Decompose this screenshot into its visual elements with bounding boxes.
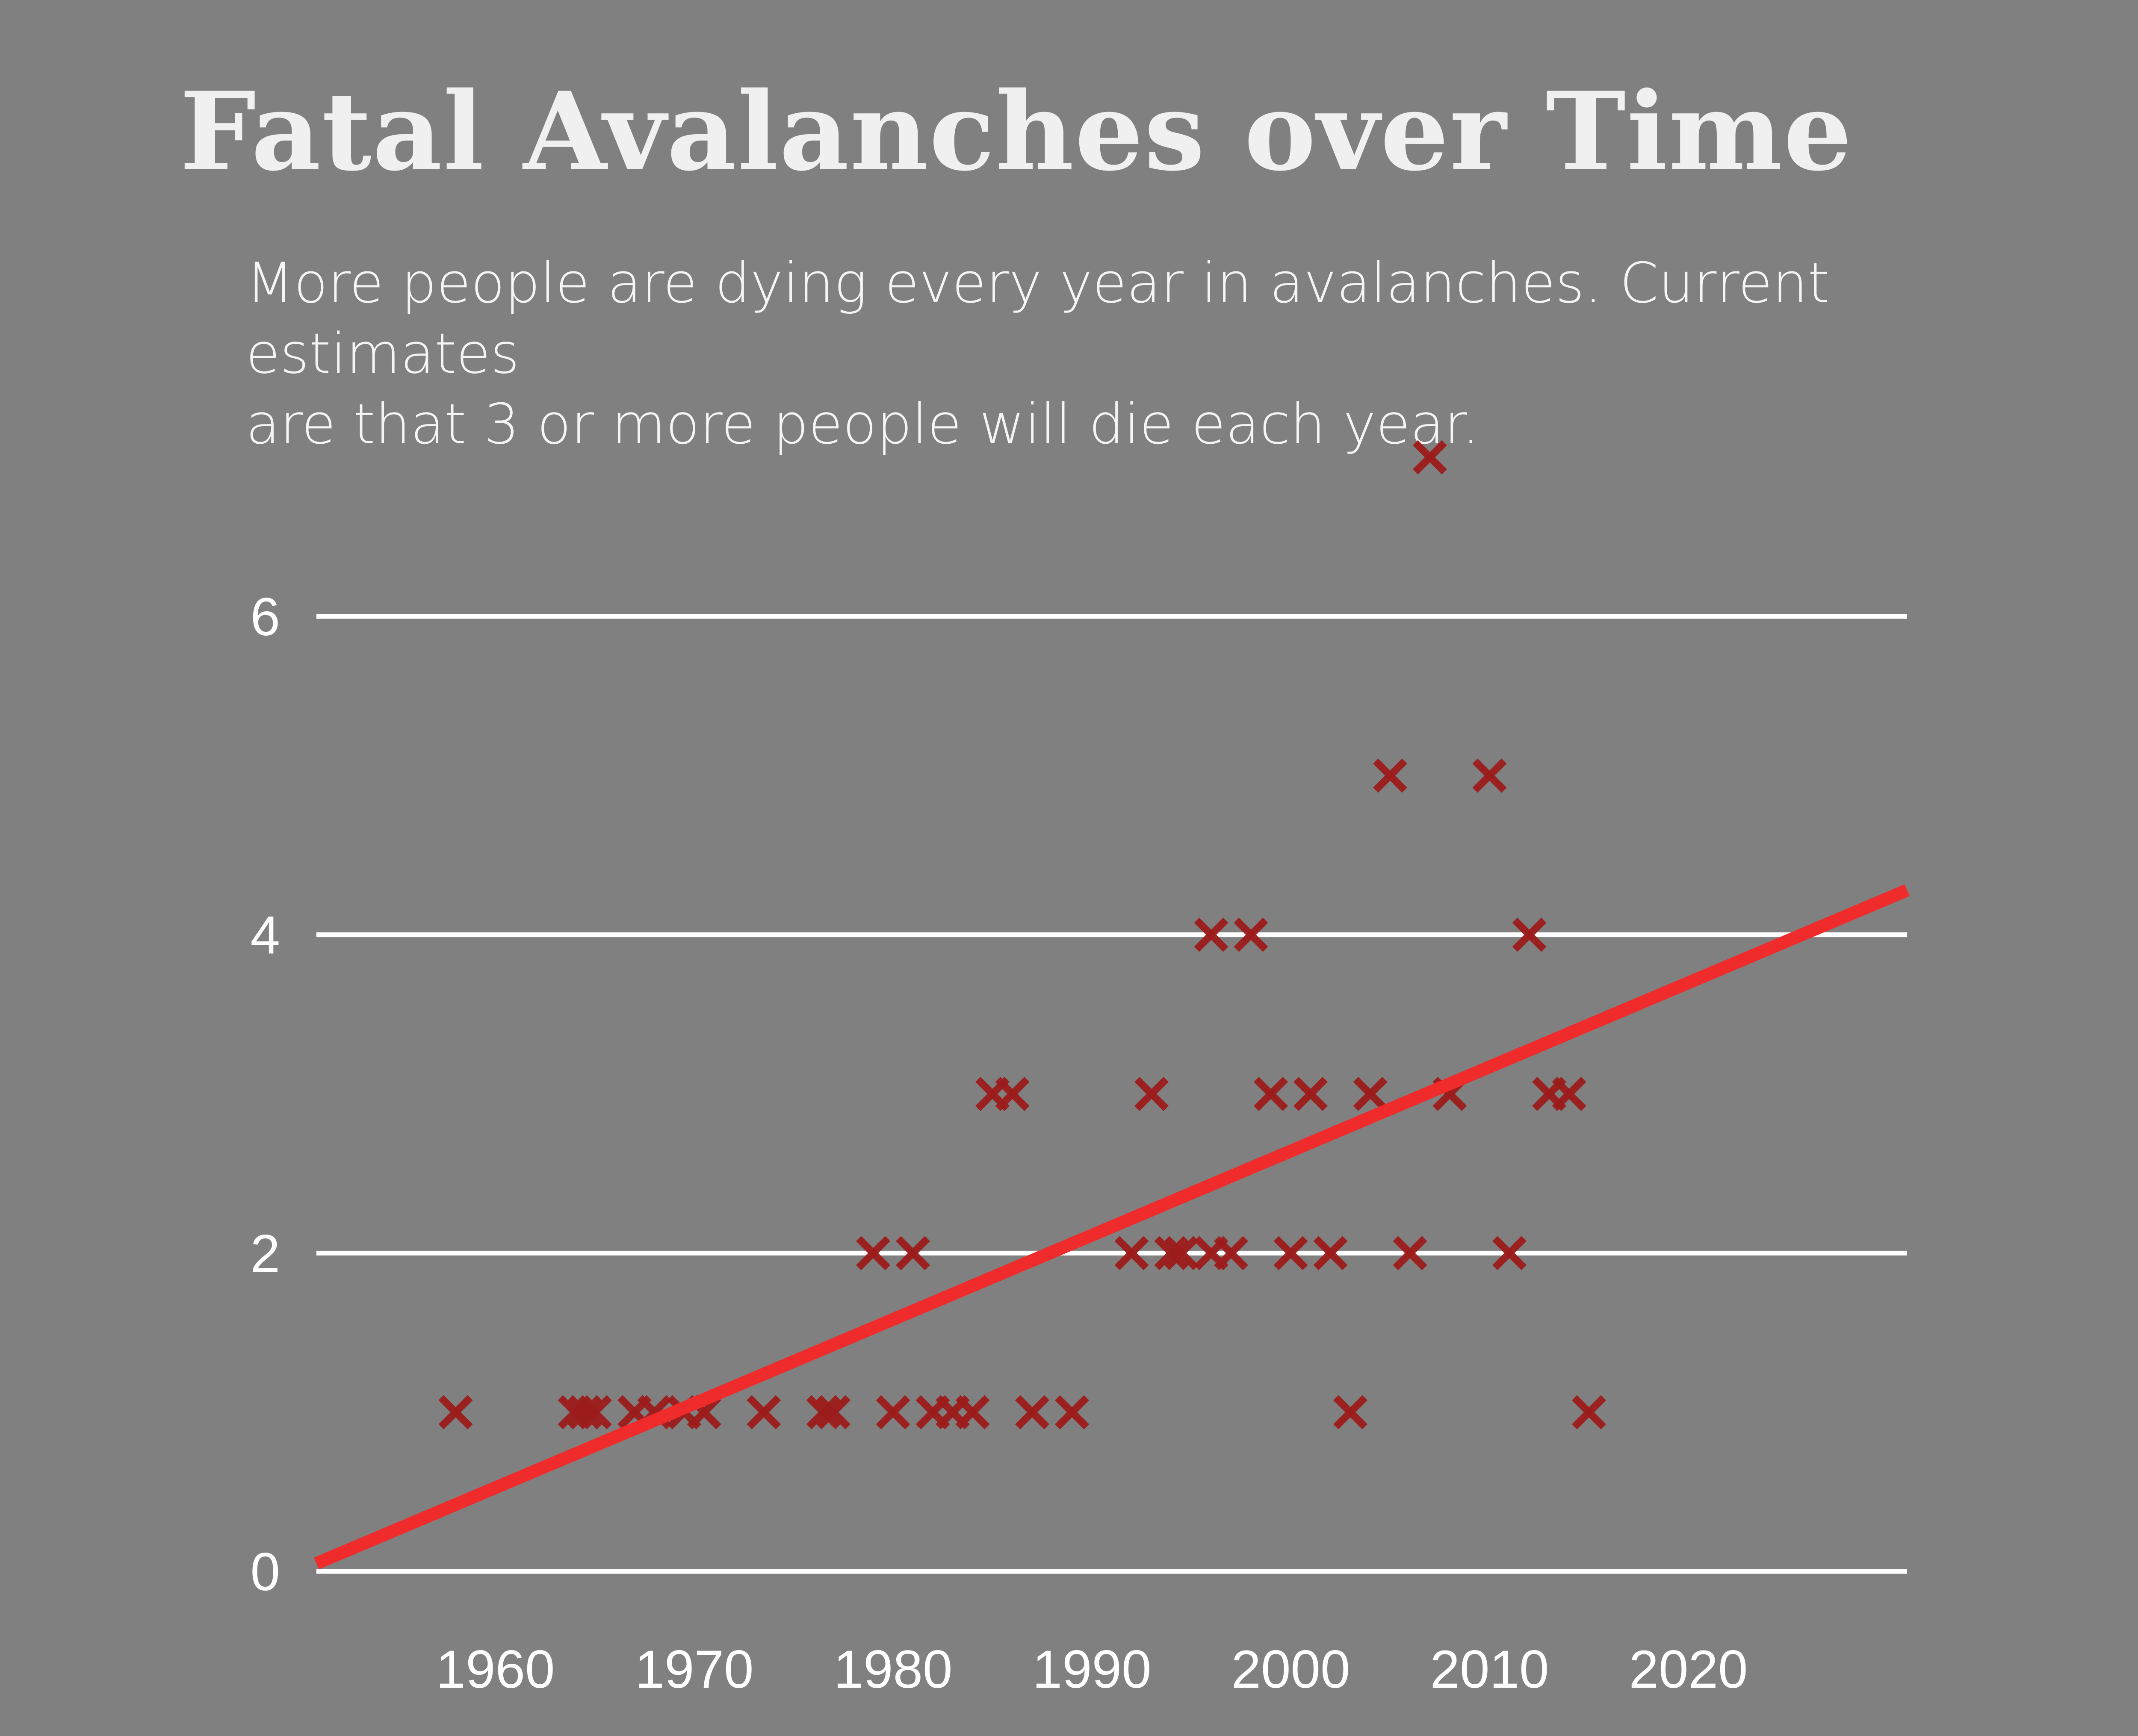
data-point [876, 1395, 910, 1429]
data-point [895, 1236, 930, 1270]
data-point [995, 1076, 1030, 1111]
data-point [1194, 917, 1228, 952]
data-points [438, 440, 1606, 1429]
data-point [1333, 1395, 1368, 1429]
y-axis-ticks: 0 2 4 6 [250, 587, 280, 1602]
subtitle-line-1: More people are dying every year in aval… [246, 251, 1830, 386]
data-point [747, 1395, 781, 1429]
data-point [1393, 1236, 1427, 1270]
x-tick-label: 2020 [1629, 1640, 1748, 1699]
data-point [1512, 917, 1547, 952]
y-tick-label: 4 [250, 906, 280, 965]
data-point [1412, 440, 1447, 475]
data-point [1492, 1236, 1527, 1270]
data-point [816, 1395, 851, 1429]
x-tick-label: 2000 [1231, 1640, 1350, 1699]
data-point [1134, 1076, 1169, 1111]
data-point [1164, 1236, 1199, 1270]
x-tick-label: 1980 [833, 1640, 952, 1699]
data-point [1154, 1236, 1189, 1270]
trendline-layer [314, 884, 1910, 1570]
data-point [1552, 1076, 1586, 1111]
data-point [1214, 1236, 1249, 1270]
data-point [806, 1395, 841, 1429]
data-point [567, 1395, 602, 1429]
y-tick-label: 2 [250, 1224, 280, 1283]
subtitle-line-2: are that 3 or more people will die each … [246, 392, 1480, 457]
data-point [1353, 1076, 1388, 1111]
data-point [1253, 1076, 1288, 1111]
x-tick-label: 2010 [1430, 1640, 1549, 1699]
data-point [1054, 1395, 1090, 1429]
x-tick-label: 1970 [635, 1640, 753, 1699]
data-point [1234, 917, 1268, 952]
x-axis-ticks: 1960 1970 1980 1990 2000 2010 2020 [436, 1640, 1748, 1699]
data-point [438, 1395, 473, 1429]
data-point [577, 1395, 612, 1429]
data-point [1472, 758, 1507, 793]
data-point [1293, 1076, 1328, 1111]
data-point [1114, 1236, 1149, 1270]
y-tick-label: 6 [250, 587, 280, 647]
trendline [314, 884, 1910, 1570]
chart-subtitle: More people are dying every year in aval… [246, 248, 1956, 460]
data-point [1571, 1395, 1606, 1429]
chart-title: Fatal Avalanches over Time [180, 68, 1853, 195]
data-point [1273, 1236, 1308, 1270]
y-tick-label: 0 [250, 1542, 280, 1602]
x-tick-label: 1990 [1032, 1640, 1151, 1699]
x-tick-label: 1960 [436, 1640, 555, 1699]
data-point [955, 1395, 990, 1429]
data-point [1015, 1395, 1050, 1429]
data-point [1313, 1236, 1348, 1270]
data-point [856, 1236, 891, 1270]
data-point [1373, 758, 1408, 793]
gridlines [316, 614, 1907, 1574]
